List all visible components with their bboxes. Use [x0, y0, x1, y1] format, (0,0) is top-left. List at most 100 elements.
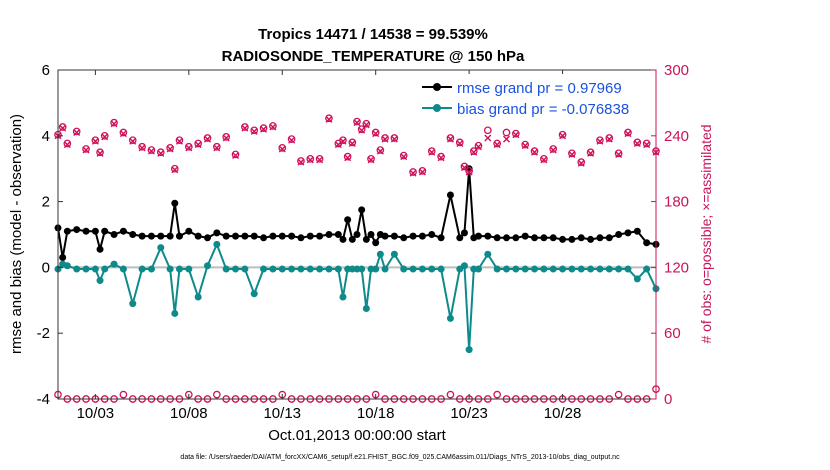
- y-left-tick-label: 0: [42, 259, 50, 276]
- series-0-point-59: [512, 234, 520, 242]
- x-axis-label: Oct.01,2013 00:00:00 start: [268, 427, 446, 444]
- obs-assimilated-marker-70: [615, 150, 623, 158]
- series-1-point-10: [129, 300, 137, 308]
- series-0-point-26: [269, 232, 277, 240]
- series-0-point-18: [194, 232, 202, 240]
- series-0-point-19: [204, 234, 211, 242]
- obs-possible-marker-2-17: [184, 142, 193, 151]
- series-0-point-34: [339, 235, 347, 243]
- series-0-point-12: [147, 232, 155, 240]
- obs-assimilated-marker-54: [470, 148, 478, 156]
- series-1-point-8: [110, 260, 118, 268]
- obs-assimilated-marker-51: [456, 139, 464, 147]
- obs-possible-marker-4-17: [212, 390, 221, 399]
- obs-possible-marker-2-35: [343, 152, 352, 161]
- legend-marker-rmse: [433, 83, 441, 91]
- obs-possible-marker-2-13: [156, 148, 165, 157]
- y-right-tick-label: 180: [664, 194, 689, 211]
- obs-assimilated-marker-68: [596, 137, 604, 145]
- series-1-point-11: [138, 265, 146, 273]
- series-1-point-61: [531, 265, 539, 273]
- obs-assimilated-marker-3: [73, 129, 81, 137]
- obs-possible-marker-2-58: [502, 128, 511, 137]
- obs-assimilated-marker-39: [362, 121, 370, 129]
- series-0-point-65: [568, 235, 576, 243]
- obs-possible-marker-2-28: [287, 135, 296, 143]
- obs-assimilated-marker-47: [418, 168, 426, 176]
- obs-possible-marker-2-19: [203, 134, 212, 142]
- series-0-point-72: [633, 227, 641, 235]
- series-0-point-2: [63, 227, 71, 235]
- y-right-tick-label: 120: [664, 259, 689, 276]
- obs-possible-marker-2-56: [483, 126, 492, 135]
- series-0-point-67: [587, 235, 595, 243]
- obs-possible-marker-2-6: [96, 148, 104, 157]
- obs-possible-marker-2-11: [138, 142, 146, 151]
- series-1-point-59: [512, 265, 520, 273]
- series-0-point-33: [334, 231, 342, 238]
- obs-possible-marker-2-8: [110, 118, 118, 127]
- series-0-point-13: [157, 232, 165, 240]
- series-1-point-29: [297, 265, 305, 273]
- y-right-tick-label: 240: [664, 128, 689, 145]
- obs-assimilated-marker-16: [175, 137, 183, 145]
- series-0-point-20: [213, 229, 221, 237]
- obs-possible-marker-2-18: [194, 139, 203, 148]
- x-tick-label: 10/28: [544, 405, 582, 422]
- series-0-point-28: [288, 232, 296, 240]
- obs-possible-marker-4-42: [446, 390, 455, 399]
- obs-assimilated-marker-32: [325, 115, 333, 123]
- series-1-point-25: [260, 265, 268, 273]
- series-0-point-46: [409, 232, 417, 240]
- obs-assimilated-marker-22: [232, 152, 240, 160]
- series-0-point-62: [540, 234, 548, 242]
- series-0-point-17: [185, 227, 193, 235]
- obs-assimilated-marker-72: [633, 139, 641, 147]
- obs-possible-marker-2-45: [399, 151, 408, 160]
- obs-possible-marker-2-73: [642, 139, 651, 148]
- series-1-point-34: [339, 293, 347, 301]
- series-1-point-23: [241, 265, 249, 273]
- obs-possible-marker-2-26: [269, 122, 277, 130]
- series-0-point-3: [73, 226, 81, 234]
- series-1-point-73: [643, 265, 651, 273]
- obs-assimilated-marker-33: [334, 141, 342, 149]
- legend: rmse grand pr = 0.97969 bias grand pr = …: [418, 74, 652, 120]
- series-0-point-38: [358, 206, 366, 214]
- x-tick-label: 10/03: [77, 405, 115, 422]
- obs-assimilated-marker-8: [110, 120, 118, 128]
- x-tick-label: 10/23: [450, 405, 488, 422]
- series-1-point-20: [213, 240, 221, 248]
- legend-marker-bias: [433, 104, 441, 112]
- y-axis-label-left: rmse and bias (model - observation): [8, 114, 25, 354]
- obs-assimilated-marker-65: [568, 150, 576, 158]
- series-0-point-63: [549, 234, 557, 242]
- obs-possible-marker-2-65: [568, 149, 576, 158]
- obs-possible-marker-2-39: [362, 119, 371, 128]
- series-1-point-53: [465, 346, 473, 354]
- series-1-point-2: [63, 262, 71, 270]
- series-0-point-71: [624, 229, 632, 237]
- legend-label-bias: bias grand pr = -0.076838: [457, 101, 629, 118]
- series-1-point-71: [624, 265, 632, 273]
- obs-assimilated-marker-37: [353, 119, 361, 127]
- obs-assimilated-marker-46: [409, 169, 417, 177]
- series-0-point-40: [367, 231, 375, 238]
- obs-possible-marker-2-2: [63, 139, 72, 148]
- obs-possible-marker-2-64: [558, 130, 567, 139]
- obs-possible-marker-2-12: [147, 146, 156, 154]
- obs-possible-marker-2-57: [493, 139, 502, 148]
- series-1-point-3: [73, 265, 81, 273]
- obs-assimilated-marker-30: [306, 156, 314, 164]
- series-0-point-27: [278, 232, 286, 240]
- series-1-point-72: [633, 275, 641, 283]
- series-1-point-46: [409, 265, 417, 273]
- obs-assimilated-marker-28: [288, 136, 296, 144]
- obs-assimilated-marker-40: [367, 156, 375, 164]
- obs-assimilated-marker-17: [185, 144, 193, 152]
- series-0-point-70: [615, 231, 623, 238]
- series-1-point-55: [474, 265, 482, 273]
- obs-possible-marker-2-55: [474, 141, 483, 150]
- obs-possible-marker-2-22: [231, 150, 240, 159]
- series-1-point-69: [605, 265, 613, 273]
